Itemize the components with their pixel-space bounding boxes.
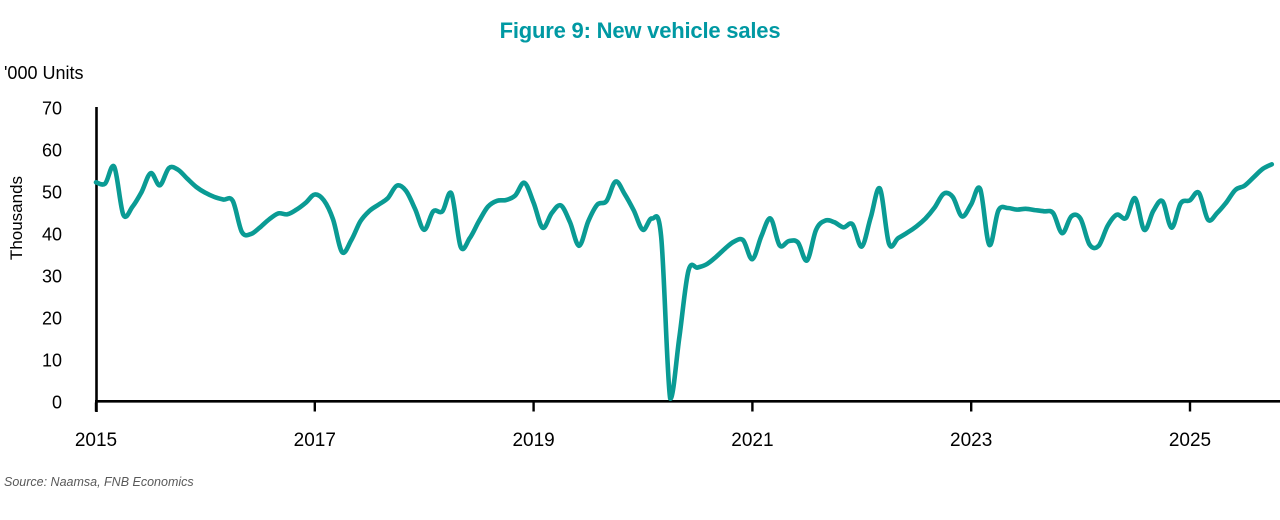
y-tick-label: 20 xyxy=(42,309,62,329)
x-tick-label: 2025 xyxy=(1169,430,1211,451)
y-tick-label: 10 xyxy=(42,351,62,371)
y-tick-label: 60 xyxy=(42,141,62,161)
x-tick-label: 2017 xyxy=(294,430,336,451)
x-tick-label: 2019 xyxy=(512,430,554,451)
source-note: Source: Naamsa, FNB Economics xyxy=(4,475,194,489)
y-tick-label: 40 xyxy=(42,225,62,245)
sales-line xyxy=(93,162,1275,401)
y-tick-label: 70 xyxy=(42,99,62,119)
y-tick-label: 0 xyxy=(52,393,62,413)
y-axis-units-label: '000 Units xyxy=(4,63,84,83)
y-tick-label: 50 xyxy=(42,183,62,203)
x-tick-label: 2023 xyxy=(950,430,992,451)
x-tick-label: 2015 xyxy=(75,430,117,451)
x-tick-label: 2021 xyxy=(731,430,773,451)
chart-title: Figure 9: New vehicle sales xyxy=(499,18,781,43)
y-tick-label: 30 xyxy=(42,267,62,287)
